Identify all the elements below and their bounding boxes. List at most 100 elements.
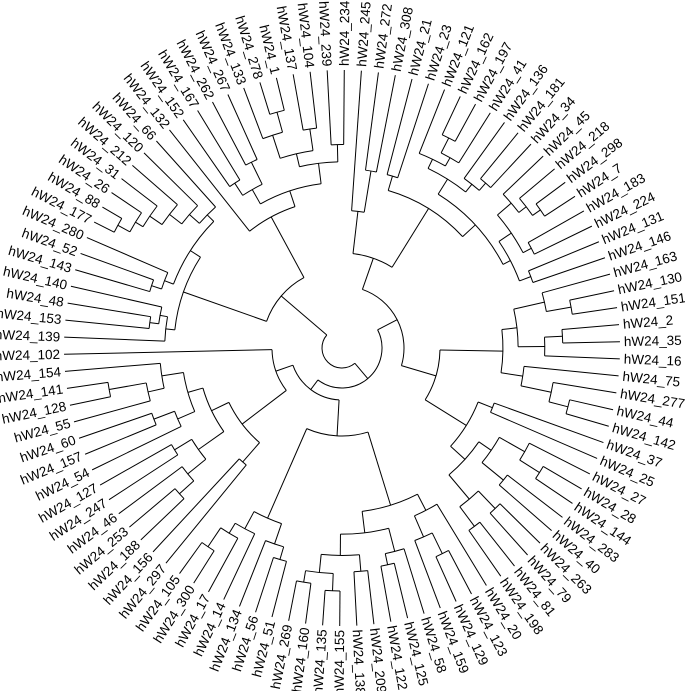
- branch-radial: [544, 195, 576, 217]
- branch-radial: [388, 528, 396, 552]
- branch-radial: [259, 82, 271, 115]
- leaf-label: hW24_138: [350, 629, 368, 691]
- branch-radial: [183, 291, 267, 322]
- branch-radial: [489, 512, 528, 556]
- branch-arc: [565, 399, 571, 414]
- branch-radial: [444, 157, 451, 167]
- branch-radial: [295, 153, 300, 167]
- branch-radial: [318, 163, 322, 184]
- branch-radial: [436, 503, 487, 586]
- branch-arc: [142, 205, 158, 227]
- branch-radial: [179, 542, 203, 574]
- branch-radial: [69, 396, 111, 406]
- branch-radial: [494, 402, 604, 444]
- branch-radial: [462, 224, 476, 238]
- branch-radial: [353, 571, 358, 626]
- branch-radial: [165, 464, 247, 564]
- branch-radial: [99, 444, 172, 486]
- branch-radial: [380, 566, 392, 622]
- branch-radial: [66, 381, 109, 389]
- branch-radial: [499, 436, 525, 453]
- branch-radial: [326, 70, 332, 145]
- branch-radial: [481, 462, 504, 481]
- branch-radial: [440, 137, 450, 154]
- branch-radial: [490, 143, 532, 188]
- branch-radial: [358, 554, 362, 572]
- branch-radial: [448, 474, 470, 500]
- branch-arc: [296, 580, 311, 584]
- branch-radial: [270, 216, 305, 278]
- branch-radial: [64, 362, 161, 372]
- leaf-label: hW24_135: [310, 629, 330, 691]
- branch-radial: [208, 537, 239, 593]
- branch-radial: [251, 189, 261, 205]
- branch-radial: [546, 306, 572, 313]
- branch-radial: [228, 522, 236, 534]
- branch-radial: [441, 96, 461, 135]
- branch-radial: [336, 399, 340, 436]
- branch-arc: [325, 589, 341, 592]
- leaf-label: hW24_2: [622, 313, 673, 332]
- branch-radial: [227, 94, 258, 160]
- branch-radial: [64, 336, 165, 342]
- branch-radial: [64, 349, 273, 355]
- branch-radial: [435, 556, 457, 602]
- branch-radial: [478, 441, 492, 451]
- branch-radial: [534, 225, 593, 255]
- branch-radial: [480, 132, 519, 180]
- branch-radial: [562, 341, 620, 344]
- branch-arc: [519, 198, 533, 216]
- branch-radial: [67, 302, 151, 318]
- branch-radial: [387, 175, 393, 191]
- branch-radial: [159, 314, 168, 318]
- branch-arc: [269, 109, 285, 115]
- branch-radial: [458, 112, 491, 164]
- branch-radial: [361, 511, 366, 533]
- branch-radial: [135, 221, 144, 228]
- branch-radial: [187, 387, 204, 393]
- branch-radial: [117, 224, 131, 233]
- branch-radial: [193, 550, 215, 584]
- tree-branches: [64, 70, 620, 626]
- branch-radial: [65, 319, 150, 330]
- branch-arc: [527, 242, 535, 255]
- branch-radial: [75, 269, 150, 293]
- branch-radial: [332, 573, 334, 591]
- branch-arc: [303, 127, 317, 131]
- branch-radial: [140, 498, 185, 541]
- branch-radial: [189, 214, 200, 224]
- branch-arc: [317, 329, 383, 389]
- branch-arc: [442, 134, 456, 142]
- leaf-label: hW24_154: [0, 364, 62, 384]
- branch-radial: [165, 328, 175, 331]
- branch-radial: [271, 561, 287, 618]
- branch-radial: [431, 532, 443, 554]
- branch-arc: [164, 316, 169, 342]
- branch-radial: [532, 209, 541, 216]
- branch-radial: [363, 170, 372, 213]
- branch-radial: [401, 365, 437, 377]
- branch-radial: [377, 319, 398, 331]
- branch-radial: [280, 295, 328, 336]
- branch-radial: [343, 70, 345, 145]
- branch-arc: [321, 334, 356, 369]
- branch-arc: [220, 527, 239, 539]
- branch-radial: [177, 411, 195, 420]
- branch-radial: [502, 155, 544, 195]
- branch-radial: [397, 83, 429, 178]
- branch-radial: [109, 382, 147, 391]
- branch-radial: [414, 540, 441, 609]
- branch-radial: [519, 276, 531, 282]
- branch-radial: [153, 410, 175, 420]
- branch-radial: [527, 210, 585, 243]
- branch-radial: [156, 140, 216, 208]
- branch-radial: [418, 89, 446, 154]
- branch-arc: [161, 272, 169, 290]
- branch-radial: [80, 252, 154, 281]
- branch-radial: [478, 490, 496, 509]
- branch-arc: [353, 570, 368, 573]
- leaf-label: hW24_209: [367, 627, 389, 691]
- branch-radial: [164, 280, 174, 285]
